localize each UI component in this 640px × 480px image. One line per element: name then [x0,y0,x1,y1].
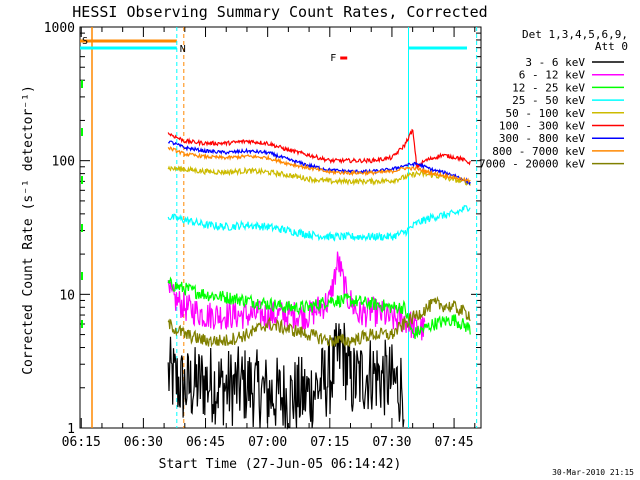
series-line [167,140,471,186]
legend-label: 12 - 25 keV [512,81,585,94]
series-line [167,146,471,184]
legend-label: 300 - 800 keV [499,132,585,145]
legend-label: 6 - 12 keV [519,69,586,82]
y-tick-label: 1000 [44,21,75,36]
series-line [167,295,471,348]
saa-label: S [82,36,88,47]
series-line [167,251,426,341]
legend-label: 100 - 300 keV [499,120,585,133]
y-tick-label: 100 [52,155,75,170]
plot-frame [79,26,482,429]
y-axis-label: Corrected Count Rate (s⁻¹ detector⁻¹) [21,85,36,375]
x-tick-label: 06:15 [62,435,101,450]
axis-ticks: 06:15 06:30 06:45 07:00 07:15 07:30 07:45 1 10 10… [44,21,481,450]
x-tick-label: 06:45 [186,435,225,450]
y-tick-label: 1 [67,422,75,437]
legend-label: 50 - 100 keV [506,107,586,120]
series-line [167,204,471,242]
x-tick-label: 06:30 [124,435,163,450]
series-layer [167,128,471,430]
x-tick-label: 07:00 [248,435,287,450]
x-tick-label: 07:15 [310,435,349,450]
x-tick-label: 07:45 [435,435,474,450]
legend-label: 800 - 7000 keV [492,145,585,158]
series-line [167,128,471,170]
legend-label: 25 - 50 keV [512,94,585,107]
legend-header-line1: Det 1,3,4,5,6,9, [522,28,628,41]
x-tick-label: 07:30 [372,435,411,450]
chart-title: HESSI Observing Summary Count Rates, Cor… [72,3,487,21]
footer-timestamp: 30-Mar-2010 21:15 [552,468,634,477]
night-label: N [180,44,186,55]
legend-header-line2: Att 0 [595,40,628,53]
flare-label: F [330,53,336,64]
x-axis-label: Start Time (27-Jun-05 06:14:42) [159,457,402,472]
y-tick-label: 10 [59,288,75,303]
legend-label: 3 - 6 keV [525,56,585,69]
legend-label: 7000 - 20000 keV [479,158,585,171]
series-line [167,322,405,430]
series-line [167,165,471,186]
series-line [167,276,471,340]
